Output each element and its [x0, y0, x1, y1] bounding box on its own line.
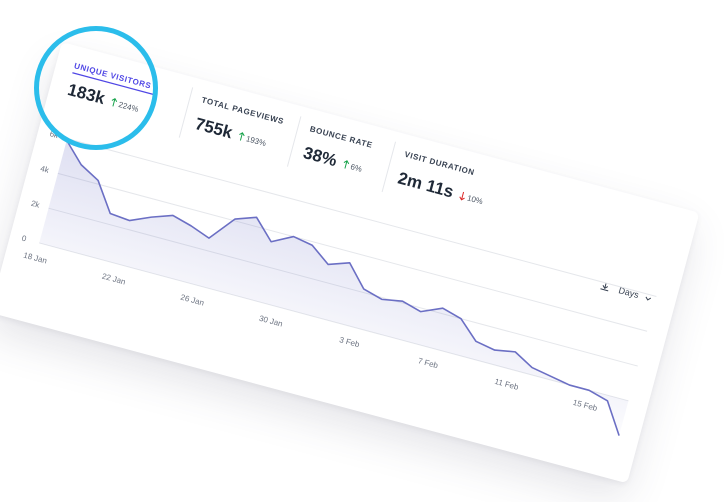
x-tick-label: 3 Feb	[338, 335, 361, 349]
download-icon[interactable]	[600, 282, 610, 292]
stat-change: 224%	[117, 100, 139, 114]
x-tick-label: 18 Jan	[22, 251, 48, 266]
stat-value: 755k	[193, 114, 235, 142]
interval-picker[interactable]: Days	[618, 285, 641, 300]
change-arrow	[111, 97, 118, 107]
stat-value: 2m 11s	[396, 168, 456, 201]
y-tick-label: 0	[21, 234, 28, 244]
change-arrow	[239, 132, 245, 141]
x-tick-label: 22 Jan	[101, 272, 127, 287]
change-arrow	[459, 191, 465, 201]
x-tick-label: 11 Feb	[494, 377, 520, 392]
stat-value: 183k	[66, 80, 108, 108]
y-tick-label: 6k	[49, 129, 60, 140]
grid-line	[67, 138, 657, 297]
divider	[381, 141, 397, 193]
stat-value: 38%	[301, 143, 339, 170]
x-tick-label: 15 Feb	[572, 398, 599, 413]
y-tick-label: 2k	[30, 199, 41, 210]
stat-change: 193%	[245, 134, 267, 148]
line	[66, 139, 620, 436]
grid-line	[57, 172, 648, 332]
stat-change: 6%	[349, 162, 362, 174]
divider	[286, 116, 302, 167]
chevron	[645, 296, 652, 301]
area	[39, 140, 629, 436]
x-tick-label: 30 Jan	[258, 314, 284, 329]
stat-change: 10%	[466, 193, 484, 206]
divider	[178, 87, 194, 138]
change-arrow	[343, 160, 350, 169]
y-tick-label: 4k	[39, 164, 50, 175]
dashboard-card: Days UNIQUE VISITORS 183k 224% TOTAL PAGEVI…	[0, 42, 700, 484]
x-tick-label: 26 Jan	[180, 293, 206, 308]
x-tick-label: 7 Feb	[417, 356, 440, 370]
underline	[72, 72, 156, 96]
